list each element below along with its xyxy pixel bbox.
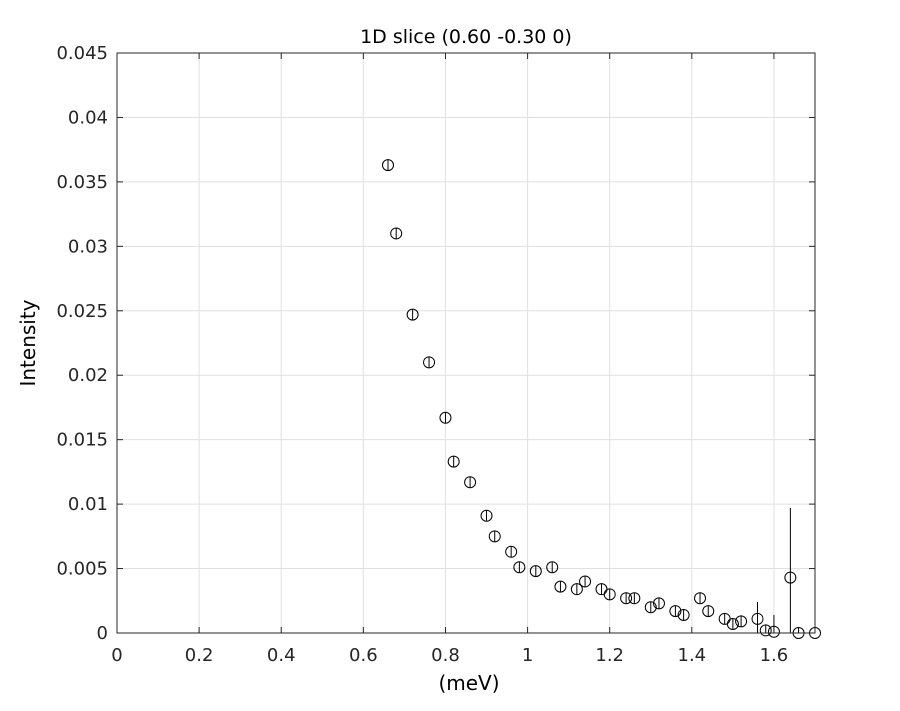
x-tick-label: 1.4 xyxy=(678,645,707,666)
data-point-marker xyxy=(390,227,403,240)
x-tick-label: 0.2 xyxy=(185,645,214,666)
x-tick-label: 1.2 xyxy=(595,645,624,666)
y-tick-labels: 0 0.005 0.01 0.015 0.02 0.025 0.03 0.035 0.04 0.0… xyxy=(56,43,108,644)
y-tick-label: 0.04 xyxy=(68,107,108,128)
tick-marks xyxy=(116,52,815,634)
data-point-marker xyxy=(546,561,559,574)
data-point-marker xyxy=(751,612,764,625)
data-point-marker xyxy=(570,583,583,596)
error-bars xyxy=(387,159,816,633)
y-tick-label: 0.02 xyxy=(68,365,108,386)
y-tick-label: 0.035 xyxy=(56,172,108,193)
x-tick-label: 0 xyxy=(111,645,122,666)
y-axis-label: Intensity xyxy=(16,299,40,386)
x-tick-label: 0.6 xyxy=(349,645,378,666)
plot-frame xyxy=(116,52,816,634)
data-point-marker xyxy=(480,509,493,522)
data-point-marker xyxy=(628,592,641,605)
x-tick-label: 1 xyxy=(522,645,533,666)
data-point-marker xyxy=(677,608,690,621)
y-tick-label: 0.025 xyxy=(56,301,108,322)
data-point-marker xyxy=(381,159,394,172)
data-point-marker xyxy=(505,545,518,558)
data-point-marker xyxy=(694,592,707,605)
x-axis-label: (meV) xyxy=(438,671,499,695)
data-point-marker xyxy=(603,588,616,601)
data-points xyxy=(381,159,821,639)
y-tick-label: 0.005 xyxy=(56,559,108,580)
x-tick-label: 1.6 xyxy=(760,645,789,666)
y-tick-label: 0 xyxy=(97,623,108,644)
data-point-marker xyxy=(447,455,460,468)
plot-background xyxy=(117,53,815,633)
x-tick-label: 0.8 xyxy=(431,645,460,666)
y-tick-label: 0.015 xyxy=(56,430,108,451)
data-point-marker xyxy=(620,592,633,605)
data-point-marker xyxy=(488,530,501,543)
data-point-marker xyxy=(513,561,526,574)
data-point-marker xyxy=(652,597,665,610)
data-point-marker xyxy=(644,601,657,614)
data-point-marker xyxy=(767,625,780,638)
data-point-marker xyxy=(759,624,772,637)
y-tick-label: 0.045 xyxy=(56,43,108,64)
data-point-marker xyxy=(735,615,748,628)
data-point-marker xyxy=(464,476,477,489)
data-point-marker xyxy=(439,411,452,424)
y-tick-label: 0.01 xyxy=(68,494,108,515)
data-point-marker xyxy=(529,565,542,578)
data-point-marker xyxy=(423,356,436,369)
x-tick-label: 0.4 xyxy=(267,645,296,666)
data-point-marker xyxy=(784,571,797,584)
grid-lines xyxy=(116,52,815,634)
x-tick-labels: 0 0.2 0.4 0.6 0.8 1 1.2 1.4 1.6 xyxy=(111,645,788,666)
data-point-marker xyxy=(554,580,567,593)
data-point-marker xyxy=(669,605,682,618)
data-point-marker xyxy=(726,617,739,630)
y-tick-label: 0.03 xyxy=(68,236,108,257)
chart-title: 1D slice (0.60 -0.30 0) xyxy=(360,26,572,48)
data-point-marker xyxy=(406,308,419,321)
data-point-marker xyxy=(702,605,715,618)
data-point-marker xyxy=(579,575,592,588)
